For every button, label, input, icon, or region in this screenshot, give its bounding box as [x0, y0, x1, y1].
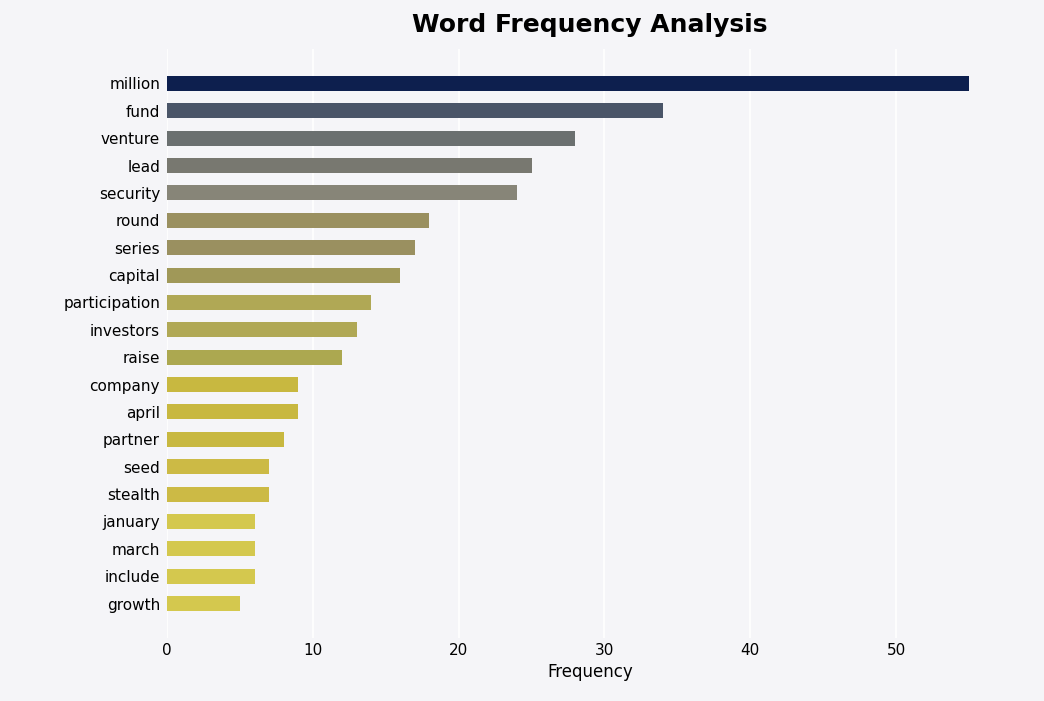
Bar	[167, 76, 969, 91]
Bar	[167, 377, 299, 392]
Bar	[167, 268, 400, 283]
Bar	[167, 596, 240, 611]
Bar	[167, 350, 342, 365]
Bar	[167, 432, 284, 447]
Bar	[167, 158, 531, 173]
Bar	[167, 103, 663, 118]
Bar	[167, 459, 269, 475]
Bar	[167, 514, 255, 529]
Bar	[167, 212, 429, 228]
Title: Word Frequency Analysis: Word Frequency Analysis	[412, 13, 767, 37]
Bar	[167, 295, 372, 310]
Bar	[167, 569, 255, 584]
Bar	[167, 486, 269, 502]
Bar	[167, 185, 517, 200]
Bar	[167, 404, 299, 419]
Bar	[167, 541, 255, 557]
Bar	[167, 322, 357, 337]
X-axis label: Frequency: Frequency	[547, 663, 633, 681]
Bar	[167, 240, 414, 255]
Bar	[167, 130, 575, 146]
